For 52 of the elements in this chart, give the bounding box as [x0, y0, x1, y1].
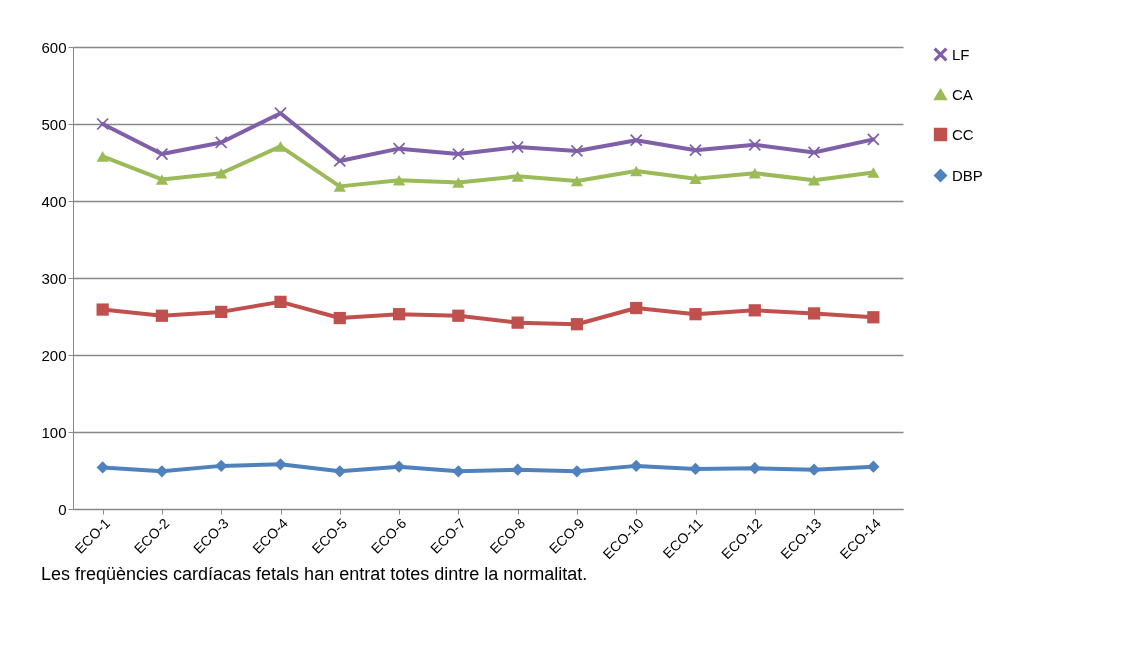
y-tick-label: 100 [41, 423, 67, 441]
y-tick-label: 400 [41, 192, 67, 210]
point [215, 305, 228, 318]
point [867, 311, 880, 324]
point [155, 174, 169, 185]
point [689, 462, 702, 476]
point [630, 301, 643, 315]
point [333, 181, 346, 192]
point [867, 167, 880, 178]
point [452, 177, 465, 188]
point [333, 154, 346, 168]
point [155, 147, 169, 161]
point [570, 175, 584, 187]
point [392, 460, 406, 473]
y-tick-label: 600 [41, 38, 67, 56]
y-tick-label: 0 [58, 500, 67, 518]
point [689, 173, 702, 184]
point [274, 295, 287, 308]
point [392, 308, 406, 321]
y-tick-label: 200 [41, 346, 67, 364]
text: Les freqüències cardíacas fetals han entrat totes dintre la normalitat. [40, 563, 588, 584]
legend-label: CA [952, 85, 973, 103]
point [867, 133, 880, 146]
point [96, 303, 109, 316]
point [748, 138, 761, 151]
point [807, 463, 821, 476]
legend-label: CC [952, 125, 974, 143]
point [155, 309, 169, 322]
point [807, 174, 821, 186]
legend-label: LF [952, 45, 970, 63]
point [748, 304, 761, 317]
point [155, 465, 169, 478]
point [333, 465, 346, 478]
point [452, 309, 465, 322]
y-tick-label: 300 [41, 269, 67, 287]
point [215, 167, 228, 179]
point [333, 311, 346, 325]
point [511, 171, 524, 182]
point [96, 151, 109, 162]
point [570, 318, 584, 331]
point [570, 144, 584, 158]
point [630, 165, 643, 177]
point [392, 174, 406, 186]
y-tick-label: 500 [41, 115, 67, 133]
point [630, 134, 643, 147]
point [570, 465, 584, 478]
point [807, 307, 821, 320]
point [689, 308, 702, 321]
legend-label: DBP [952, 166, 983, 184]
point [96, 461, 109, 474]
point [748, 167, 761, 179]
point [511, 316, 524, 329]
